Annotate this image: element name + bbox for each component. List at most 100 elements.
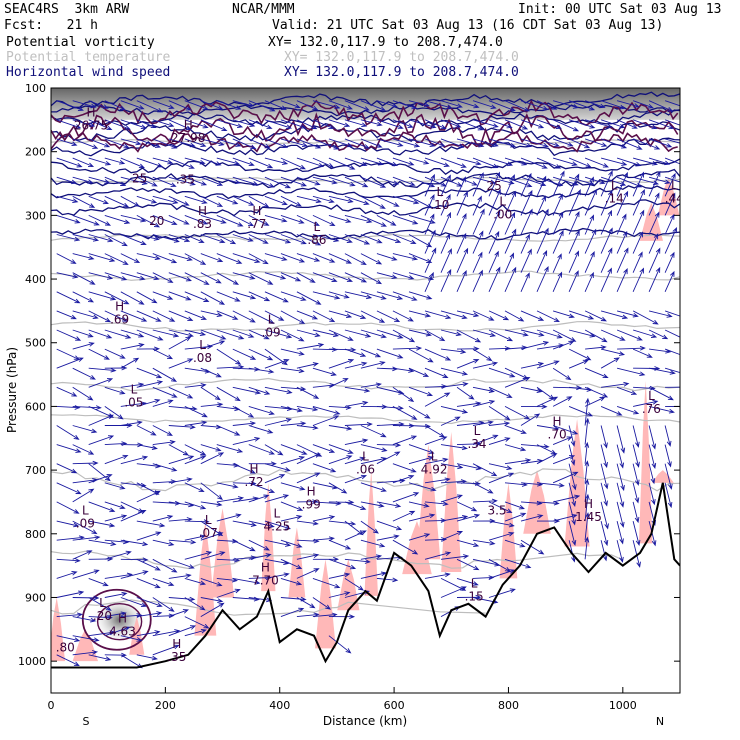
wind-vector: [456, 539, 480, 548]
wind-vector: [488, 138, 517, 148]
wind-vector: [152, 214, 178, 226]
wind-vector: [280, 577, 303, 586]
wind-vector: [72, 342, 95, 350]
wind-vector: [312, 463, 337, 473]
wind-vector: [648, 100, 674, 112]
wind-vector: [632, 540, 641, 568]
wind-vector: [88, 176, 111, 184]
wind-vector: [280, 176, 307, 187]
wind-vector: [216, 329, 245, 340]
wind-vector: [520, 138, 549, 148]
wind-vector: [296, 157, 325, 168]
wind-vector: [344, 329, 372, 338]
wind-vector: [184, 501, 207, 510]
wind-vector: [152, 253, 178, 264]
pv-extremum-marker: L: [671, 179, 678, 193]
wind-vector: [456, 577, 479, 586]
wind-vector: [344, 195, 370, 205]
wind-vector: [616, 190, 629, 216]
wind-vector: [104, 234, 128, 247]
wind-vector: [424, 457, 449, 465]
wind-vector: [360, 176, 387, 188]
wind-vector: [440, 119, 462, 128]
wind-vector: [248, 539, 270, 551]
wind-vector: [360, 195, 386, 209]
wind-vector: [488, 386, 513, 398]
wind-vectors: [56, 100, 680, 669]
wind-vector: [72, 616, 97, 623]
wind-vector: [136, 367, 163, 379]
wind-vector: [488, 501, 513, 513]
wind-vector: [200, 119, 228, 132]
wind-vector: [632, 157, 658, 166]
wind-vector: [616, 310, 639, 318]
pv-shaded-patch: [499, 482, 518, 579]
wind-vector: [152, 629, 181, 637]
wind-vector: [72, 569, 100, 579]
wind-vector: [600, 247, 613, 273]
wind-vector: [424, 310, 452, 320]
wind-vector: [600, 463, 609, 490]
wind-vector: [520, 310, 545, 321]
wind-vector: [56, 425, 80, 440]
wind-vector: [440, 554, 470, 560]
wind-vector: [344, 157, 368, 167]
wind-vector: [616, 540, 624, 563]
wind-vector: [296, 597, 316, 609]
y-tick-label: 800: [25, 528, 46, 541]
wind-vector: [312, 176, 338, 185]
wind-vector: [392, 291, 418, 301]
wind-vector: [424, 477, 451, 484]
wind-vector: [632, 100, 654, 109]
wind-vector: [232, 496, 259, 503]
wind-vector: [72, 329, 94, 338]
wind-vector: [184, 272, 210, 285]
wind-vector: [376, 478, 406, 484]
wind-vector: [632, 463, 640, 486]
wind-vector: [472, 230, 484, 254]
wind-vector: [296, 291, 322, 305]
wind-vector: [632, 267, 644, 292]
wind-vector: [424, 348, 452, 361]
wind-vector: [520, 386, 543, 393]
wind-vector: [104, 591, 128, 598]
wind-vector: [600, 119, 626, 129]
wind-vector: [328, 291, 350, 299]
wind-vector: [168, 253, 193, 262]
wind-vector: [312, 195, 335, 204]
wind-vector: [72, 460, 99, 466]
wind-vector: [360, 554, 383, 560]
wind-vector: [392, 195, 420, 205]
pv-extremum-value: 7.70: [252, 574, 279, 588]
wind-vector: [152, 597, 175, 612]
wind-vector: [616, 367, 646, 377]
pv-extremum-value: .09: [76, 516, 95, 530]
pv-extremum-value: 20: [149, 214, 164, 228]
wind-vector: [168, 195, 190, 206]
wind-vector: [552, 367, 572, 381]
stratospheric-pv-shading: [51, 88, 680, 120]
pv-extremum-value: .77: [247, 217, 266, 231]
wind-vector: [584, 478, 590, 502]
wind-vector: [56, 119, 82, 129]
wind-vector: [424, 367, 449, 379]
pv-shaded-patch: [441, 431, 462, 572]
wind-vector: [664, 463, 673, 490]
wind-vector: [552, 340, 575, 350]
wind-vector: [616, 520, 624, 545]
wind-vector: [328, 272, 354, 283]
wind-vector: [600, 170, 613, 197]
wind-vector: [104, 406, 124, 420]
wind-vector: [440, 248, 452, 273]
wind-vector: [376, 138, 404, 147]
wind-vector: [184, 100, 209, 110]
wind-vector: [280, 214, 305, 224]
wind-vector: [552, 329, 577, 342]
wind-vector: [600, 100, 626, 110]
pv-extremum-marker: L: [131, 382, 138, 396]
wind-vector: [280, 482, 306, 491]
wind-vector: [600, 190, 613, 216]
wind-vector: [312, 234, 340, 243]
wind-vector: [472, 498, 498, 504]
wind-vector: [184, 195, 208, 204]
